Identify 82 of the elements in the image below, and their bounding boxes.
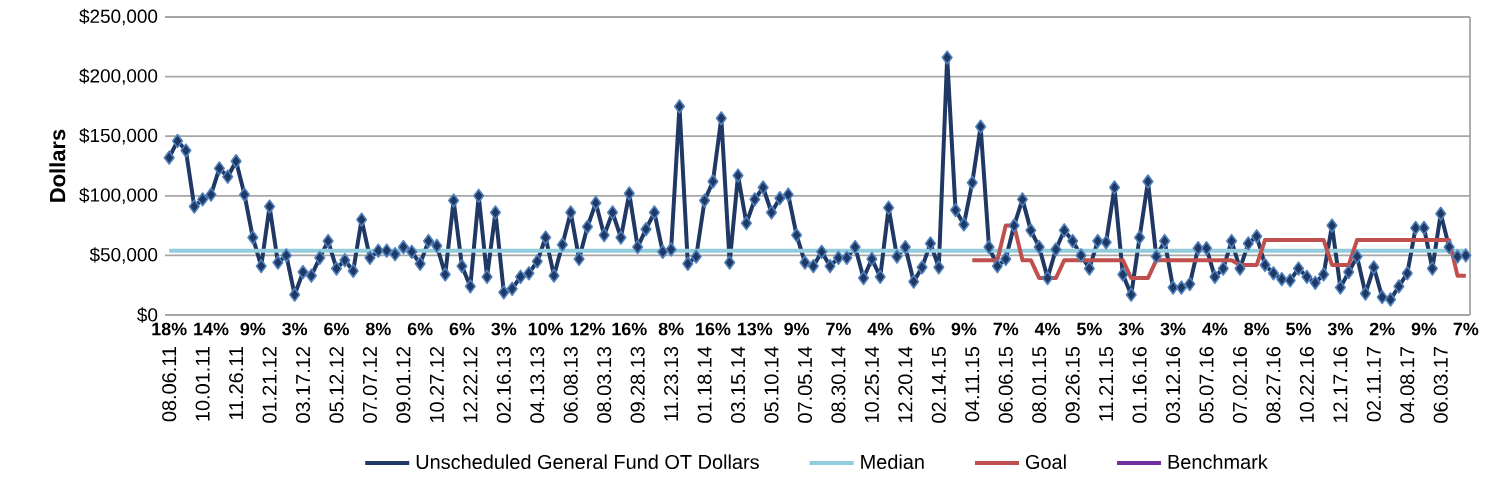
text: 9%	[240, 322, 266, 336]
x-tick-label: 09.28.13	[630, 346, 645, 423]
text: 3%	[1160, 322, 1186, 336]
x-tick-label: 11.26.11	[229, 347, 244, 420]
text: 9%	[784, 322, 810, 336]
x-tick-label: 05.10.14	[764, 346, 779, 423]
x-tick-label: 10.22.16	[1299, 346, 1314, 423]
x-tick-label: 09.01.12	[396, 347, 411, 423]
text: 7%	[993, 322, 1019, 336]
x-tick-label: 06.03.17	[1433, 347, 1448, 423]
x-tick-label: 04.11.15	[965, 346, 980, 422]
x-tick-label: 02.14.15	[931, 346, 946, 423]
x-tick-label: 06.06.15	[998, 346, 1013, 423]
text: 16%	[612, 322, 647, 336]
text: 6%	[449, 322, 475, 336]
text: 18%	[152, 322, 187, 336]
x-tick-label: 10.27.12	[429, 347, 444, 423]
text: 14%	[194, 322, 229, 336]
text: 13%	[737, 322, 773, 336]
x-tick-label: 07.02.16	[1232, 346, 1248, 423]
x-tick-label: 02.11.17	[1366, 347, 1381, 422]
text: 6%	[909, 322, 935, 336]
x-tick-label: 06.08.13	[563, 346, 578, 423]
text: 3%	[282, 322, 308, 336]
text: 8%	[1244, 322, 1270, 336]
x-tick-label: 11.23.13	[664, 346, 679, 421]
x-tick-label: 05.07.16	[1199, 346, 1214, 423]
x-tick-label: 08.06.11	[162, 347, 177, 422]
x-tick-label: 08.01.15	[1032, 346, 1047, 423]
text: 7%	[826, 322, 851, 336]
legend-label: Unscheduled General Fund OT Dollars	[416, 454, 759, 470]
x-tick-label: 12.20.14	[898, 346, 913, 423]
text: 9%	[951, 322, 977, 336]
x-tick-label: 01.16.16	[1132, 346, 1147, 423]
text: 3%	[1118, 322, 1144, 336]
x-tick-label: 03.15.14	[730, 346, 746, 423]
x-tick-label: 08.27.16	[1266, 346, 1281, 423]
text: 2%	[1369, 322, 1395, 336]
x-tick-label: 08.30.14	[831, 346, 846, 423]
text: 3%	[491, 322, 517, 336]
x-tick-label: 09.26.15	[1065, 346, 1080, 423]
x-tick-label: 12.17.16	[1333, 346, 1348, 423]
text: 5%	[1286, 322, 1311, 336]
text: 12%	[570, 322, 605, 336]
y-tick-label: $50,000	[89, 247, 158, 264]
legend-label: Goal	[1025, 454, 1066, 470]
x-tick-label: 12.22.12	[463, 347, 478, 423]
text: 8%	[365, 322, 391, 336]
text: 6%	[407, 322, 433, 336]
text: 4%	[1034, 322, 1061, 336]
x-tick-label: 03.12.16	[1165, 346, 1181, 423]
x-tick-label: 02.16.13	[496, 346, 511, 423]
x-tick-label: 05.12.12	[329, 347, 344, 423]
text: 10%	[528, 322, 564, 336]
text: 6%	[324, 322, 349, 336]
text: 3%	[1327, 322, 1353, 336]
x-tick-label: 10.01.11	[195, 347, 210, 421]
x-tick-label: 04.13.13	[530, 346, 545, 423]
y-tick-label: $200,000	[79, 68, 158, 85]
x-tick-label: 01.21.12	[262, 347, 277, 423]
text: 4%	[1202, 322, 1228, 336]
x-tick-label: 07.07.12	[362, 347, 377, 423]
x-tick-label: 03.17.12	[295, 347, 311, 423]
text: 16%	[696, 322, 731, 336]
legend-label: Median	[861, 454, 924, 470]
y-tick-label: $100,000	[79, 187, 158, 205]
x-tick-label: 07.05.14	[797, 346, 813, 423]
x-tick-label: 01.18.14	[697, 346, 712, 423]
text: 9%	[1411, 322, 1437, 336]
y-tick-label: $0	[137, 307, 158, 323]
text: 4%	[867, 322, 893, 336]
legend-label: Benchmark	[1168, 454, 1268, 470]
y-axis-title: Dollars	[49, 129, 66, 202]
text: 7%	[1453, 322, 1479, 336]
x-tick-label: 04.08.17	[1400, 347, 1415, 423]
y-tick-label: $250,000	[79, 8, 158, 26]
x-tick-label: 10.25.14	[864, 346, 879, 423]
text: 5%	[1076, 322, 1102, 336]
text: 8%	[658, 322, 684, 336]
y-tick-label: $150,000	[79, 127, 158, 145]
x-tick-label: 08.03.13	[597, 346, 612, 423]
x-tick-label: 11.21.15	[1099, 346, 1114, 421]
